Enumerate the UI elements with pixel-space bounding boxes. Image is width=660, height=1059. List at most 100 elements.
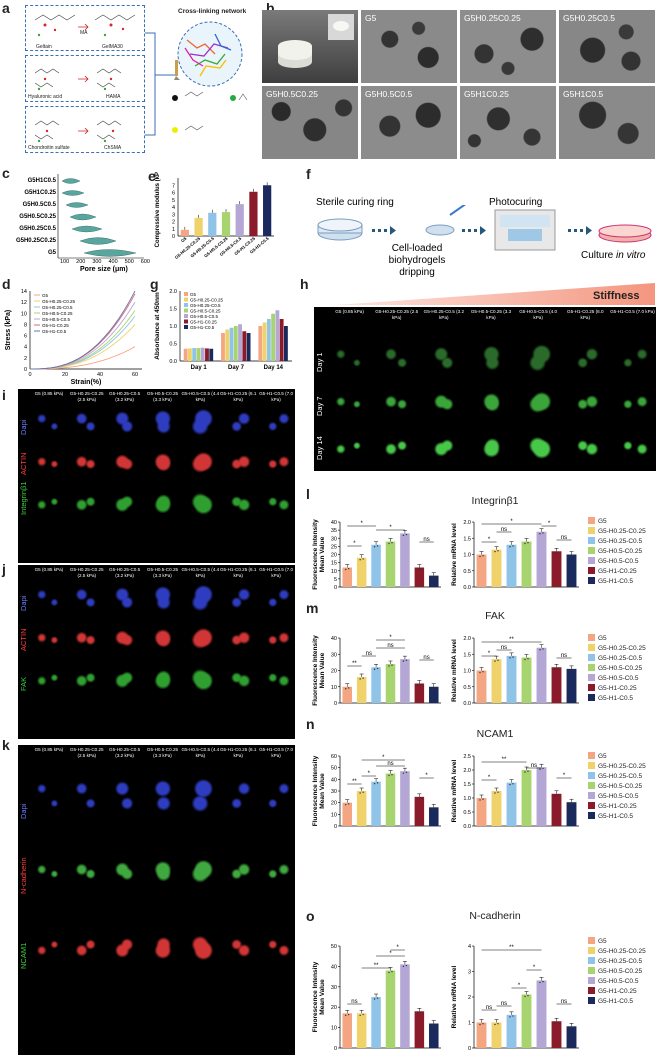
legend-item: G5-H0.25-C0.25 (588, 527, 646, 535)
micrograph-cell (144, 619, 181, 658)
column-header: G5 (0.85 kPa) (335, 309, 364, 314)
micrograph-cell (106, 659, 144, 698)
legend-item: G5-H1-C0.25 (588, 802, 637, 810)
bar-2-4 (275, 310, 280, 361)
data-dot (482, 671, 484, 673)
micrograph-cell (106, 909, 144, 983)
legend-label: G5-H0.25-C0.25 (42, 299, 76, 304)
panel-label-m: m (306, 600, 319, 616)
molecule-box-chs (25, 106, 145, 153)
legend-label: G5-H0.5-C0.5 (598, 793, 639, 800)
micrograph-cell (106, 443, 144, 482)
bar-4 (400, 964, 410, 1048)
column-header: G5-H0.5-C0.25 (3.3 kPa) (146, 391, 179, 402)
micrograph-cell (467, 425, 515, 468)
data-dot (373, 546, 376, 548)
legend-label: G5-H1-C0.5 (598, 578, 634, 585)
legend-label: G5-H0.5-C0.5 (598, 558, 639, 565)
x-tick-label: Day 7 (228, 365, 245, 371)
legend-label: G5-H1-C0.5 (598, 813, 634, 820)
data-dot (569, 670, 571, 672)
y-tick-label: 20 (331, 1005, 337, 1011)
legend-swatch (588, 967, 595, 974)
x-tick-label: G5 (180, 236, 188, 244)
bar-1-0 (221, 333, 225, 361)
y-tick-label: 2 (24, 356, 27, 362)
panel-label-k: k (2, 737, 10, 753)
data-dot (434, 807, 436, 810)
y-tick-label: 0.0 (463, 701, 471, 707)
bar-3 (385, 664, 396, 703)
column-header: G5-H1-C0.25 (6.0 kPa) (567, 309, 604, 320)
live-dead-grid: G5 (0.85 kPa) G5-H0.25-C0.25 (2.5 kPa) G5-… (314, 307, 656, 471)
bar-1-5 (242, 331, 247, 361)
y-tick-label: 2 (468, 995, 471, 1001)
bar-6 (566, 802, 577, 826)
data-dot (539, 649, 541, 651)
legend-item: G5-H0.25-C0.5 (588, 654, 642, 662)
data-dot (527, 542, 529, 544)
panel-label-n: n (306, 716, 315, 732)
legend-swatch (588, 567, 595, 574)
molecule-drawings (34, 14, 180, 143)
legend-label: G5-H1-C0.25 (190, 320, 217, 325)
bar-5 (414, 796, 425, 826)
y-tick-label: 25 (331, 544, 337, 550)
legend-swatch (588, 694, 595, 701)
workflow-diagram (317, 205, 652, 251)
bar-1 (356, 791, 367, 826)
bar-5 (414, 1011, 425, 1048)
data-dot (402, 534, 405, 537)
y-tick-label: 0 (468, 1046, 471, 1052)
legend-item: G5-H0.5-C0.25 (588, 664, 642, 672)
legend-label: G5 (190, 292, 197, 297)
micrograph-cell (106, 483, 144, 522)
row-label: Day 1 (315, 352, 324, 373)
micrograph-cell (181, 834, 219, 908)
legend-item: G5-H0.5-C0.25 (588, 967, 642, 975)
micrograph-cell (106, 759, 144, 833)
legend-label: G5 (598, 753, 607, 760)
legend-label: G5-H0.25-C0.5 (598, 655, 643, 662)
legend-label: G5-H0.25-C0.5 (190, 303, 221, 308)
data-dot (509, 657, 511, 659)
column-header: G5-H0.25-C0.5 (3.2 kPa) (423, 309, 465, 320)
bar-4 (536, 767, 547, 826)
legend-swatch (184, 292, 188, 296)
data-dot (512, 656, 514, 658)
violin-xtick-4: 500 (124, 259, 134, 265)
micrograph-cell (181, 483, 219, 522)
step-photocuring: Photocuring (489, 197, 543, 208)
bar-1-6 (246, 333, 251, 361)
row-label: Day 14 (315, 436, 324, 461)
bar-4 (536, 531, 547, 587)
y-tick-label: 1.0 (463, 669, 471, 675)
bar-2-3 (271, 313, 276, 361)
legend-label: G5-H0.5-C0.25 (190, 309, 221, 314)
legend-item: G5 (588, 752, 607, 760)
y-tick-label: 0.5 (463, 685, 471, 691)
legend-swatch (588, 644, 595, 651)
title-ncadherin: N-cadherin (469, 910, 521, 922)
sem-image-g5h025c025: G5H0.25C0.25 (460, 10, 556, 83)
data-dot (572, 802, 574, 805)
bar-6 (566, 1026, 577, 1048)
panel-label-c: c (2, 165, 10, 181)
legend-swatch (588, 674, 595, 681)
bar-2-0 (258, 326, 263, 361)
significance-label: ns (387, 643, 393, 649)
micrograph-cell (144, 659, 181, 698)
data-dot (417, 798, 419, 800)
legend-swatch (588, 557, 595, 564)
x-axis-label: Strain(%) (71, 379, 102, 386)
column-header: G5 (0.85 kPa) (34, 747, 64, 752)
y-axis-label-line: Mean Value (319, 536, 326, 572)
micrograph-cell (467, 381, 515, 424)
y-tick-label: 4 (468, 944, 471, 950)
y-tick-label: 0 (172, 234, 175, 240)
legend-label: G5-H0.25-C0.25 (598, 948, 646, 955)
data-dot (420, 684, 422, 686)
legend-item: G5-H1-C0.25 (588, 684, 637, 692)
y-tick-label: 0.5 (463, 569, 471, 575)
micrograph-cell (181, 759, 219, 833)
